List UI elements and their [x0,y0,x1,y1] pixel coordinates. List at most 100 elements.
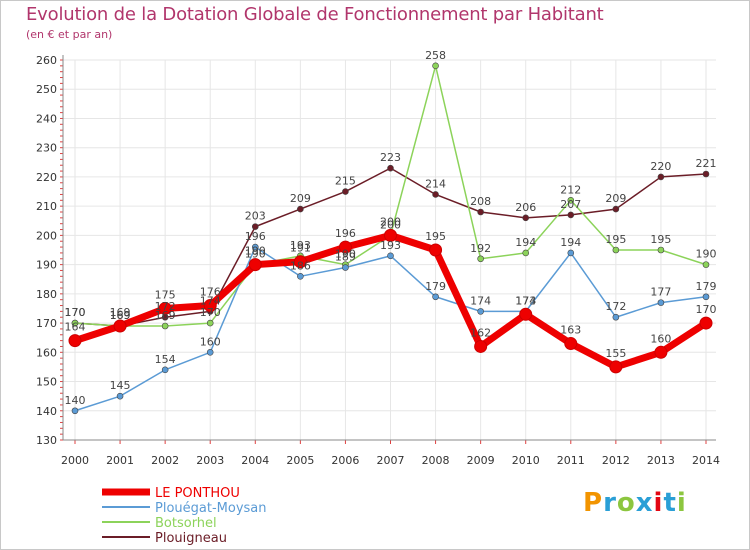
data-label: 221 [696,157,717,170]
data-label: 173 [515,294,536,307]
logo-letter: x [635,488,654,518]
data-label: 209 [290,192,311,205]
data-point [206,349,214,356]
x-tick-label: 2004 [241,454,269,467]
data-point [477,308,484,315]
data-label: 170 [200,306,221,319]
data-point [297,273,304,280]
logo-letter: P [583,488,604,518]
legend-label: Plouégat-Moysan [155,501,267,516]
x-tick-label: 2005 [286,454,314,467]
logo-letter: t [663,488,677,518]
legend: LE PONTHOUPlouégat-MoysanBotsorhelPlouig… [102,486,267,546]
data-point [342,264,349,271]
data-point [702,170,710,178]
data-label: 203 [245,210,266,223]
data-point [702,261,710,268]
data-point [338,240,352,254]
data-label: 208 [470,195,491,208]
data-label: 220 [650,160,671,173]
x-tick-label: 2010 [512,454,540,467]
data-point [612,205,620,213]
data-label: 193 [380,239,401,252]
data-label: 195 [650,233,671,246]
data-label: 170 [65,306,86,319]
data-point [477,208,484,216]
data-point [564,337,578,351]
data-point [522,214,530,222]
data-label: 170 [696,303,717,316]
x-tick-label: 2001 [106,454,134,467]
data-point [567,211,575,219]
data-point [116,392,124,400]
legend-label: Botsorhel [155,516,217,531]
data-label: 189 [335,251,356,264]
data-label: 145 [110,379,131,392]
y-tick-label: 140 [36,405,57,418]
data-label: 174 [470,294,491,307]
data-point [248,258,262,272]
x-tick-label: 2007 [377,454,405,467]
data-label: 190 [696,248,717,261]
data-point [387,164,394,172]
data-point [387,252,394,260]
chart-subtitle: (en € et par an) [26,28,113,41]
data-point [251,223,259,230]
data-label: 177 [650,286,671,299]
grid [63,59,716,441]
data-label: 174 [515,294,536,307]
data-label: 169 [110,309,131,322]
data-label: 195 [605,233,626,246]
data-point [432,191,439,198]
data-point [297,205,304,213]
data-label: 214 [425,177,446,190]
data-point [474,339,488,353]
y-tick-label: 150 [36,376,57,389]
data-label: 163 [560,324,581,337]
data-point [522,249,530,257]
data-label: 196 [245,230,266,243]
data-label: 212 [560,183,581,196]
data-label: 174 [200,294,221,307]
y-tick-label: 210 [36,200,57,213]
data-point [384,228,397,242]
data-label: 172 [155,300,176,313]
data-point [71,319,79,327]
data-label: 209 [605,192,626,205]
data-point [293,255,307,269]
data-point [158,301,172,315]
data-point [432,62,439,70]
data-label: 155 [605,347,626,360]
data-label: 176 [200,286,221,299]
chart-title: Evolution de la Dotation Globale de Fonc… [26,4,604,25]
data-point [71,407,79,415]
data-label: 194 [515,236,536,249]
data-point [206,319,214,327]
data-label: 200 [380,218,401,231]
data-label: 186 [290,259,311,272]
data-label: 207 [560,198,581,211]
logo-letter: o [616,488,636,518]
data-point [657,246,665,254]
data-label: 190 [335,248,356,261]
x-tick-label: 2011 [557,454,585,467]
y-tick-label: 250 [36,83,57,96]
data-point [203,299,217,313]
data-label: 169 [155,309,176,322]
data-point [429,243,443,257]
data-point [161,322,169,330]
data-point [432,293,439,301]
data-label: 169 [110,306,131,319]
data-label: 170 [65,306,86,319]
data-point [342,188,349,195]
logo-letter: i [653,488,664,518]
y-tick-label: 220 [36,171,57,184]
data-label: 169 [110,309,131,322]
data-label: 223 [380,151,401,164]
data-label: 200 [380,215,401,228]
data-label: 190 [245,245,266,258]
data-point [702,293,710,301]
proxiti-logo: Proxiti [583,488,687,518]
data-label: 192 [470,242,491,255]
